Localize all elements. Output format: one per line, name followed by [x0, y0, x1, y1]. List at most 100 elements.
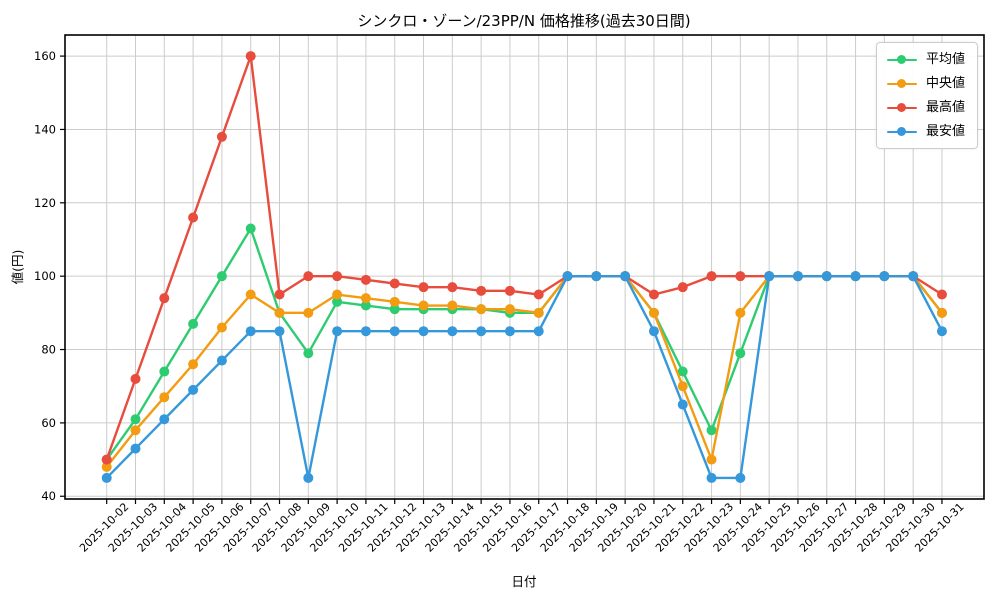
legend-label-median: 中央値 [925, 76, 965, 91]
data-point-min [101, 472, 112, 483]
data-point-min [389, 326, 400, 337]
data-point-median [677, 381, 688, 392]
data-point-average [332, 296, 343, 307]
data-point-median [418, 300, 429, 311]
data-point-min [332, 326, 343, 337]
data-point-min [188, 384, 199, 395]
data-point-max [418, 282, 429, 293]
data-point-median [504, 304, 515, 315]
y-axis-label: 値(円) [10, 250, 25, 285]
data-point-min [677, 399, 688, 410]
data-point-min [706, 472, 717, 483]
plot-border [64, 34, 985, 500]
data-point-min [562, 271, 573, 282]
data-point-max [677, 282, 688, 293]
grid-layer [65, 35, 984, 499]
data-point-min [591, 271, 602, 282]
data-point-max [303, 271, 314, 282]
data-point-average [303, 348, 314, 359]
series-line-min [105, 274, 944, 480]
data-point-min [245, 326, 256, 337]
data-point-median [389, 296, 400, 307]
data-point-max [245, 51, 256, 62]
data-point-min [418, 326, 429, 337]
data-point-max [101, 454, 112, 465]
data-point-average [159, 366, 170, 377]
data-point-min [620, 271, 631, 282]
data-point-average [735, 348, 746, 359]
data-point-min [821, 271, 832, 282]
data-point-average [706, 425, 717, 436]
data-point-min [648, 326, 659, 337]
data-point-median [274, 307, 285, 318]
data-point-median [648, 307, 659, 318]
data-point-max [360, 274, 371, 285]
data-point-min [908, 271, 919, 282]
data-point-median [476, 304, 487, 315]
data-point-min [216, 355, 227, 366]
legend-item-max: 最高値 [886, 98, 965, 117]
data-point-min [850, 271, 861, 282]
data-point-max [504, 285, 515, 296]
data-point-median [706, 454, 717, 465]
series-line-average [105, 227, 944, 461]
data-point-max [389, 278, 400, 289]
chart-title: シンクロ・ゾーン/23PP/N 価格推移(過去30日間) [357, 12, 690, 30]
data-point-min [476, 326, 487, 337]
data-point-min [764, 271, 775, 282]
legend-label-average: 平均値 [925, 52, 965, 67]
data-point-median [188, 359, 199, 370]
data-point-average [216, 271, 227, 282]
data-point-median [447, 300, 458, 311]
legend-label-max: 最高値 [925, 100, 965, 115]
legend-swatch-min-icon [886, 127, 917, 137]
data-point-median [735, 307, 746, 318]
y-tick-label: 60 [41, 416, 56, 430]
data-point-min [504, 326, 515, 337]
data-point-min [447, 326, 458, 337]
x-axis-label: 日付 [511, 574, 536, 589]
data-point-max [447, 282, 458, 293]
data-point-average [130, 414, 141, 425]
legend-swatch-max-icon [886, 103, 917, 113]
data-point-min [130, 443, 141, 454]
data-point-min [735, 472, 746, 483]
data-point-max [476, 285, 487, 296]
series-layer [101, 51, 947, 483]
data-point-median [245, 289, 256, 300]
data-point-median [332, 289, 343, 300]
data-point-max [936, 289, 947, 300]
y-tick-label: 140 [34, 122, 56, 136]
y-tick-label: 40 [41, 489, 56, 503]
y-tick-label: 120 [34, 196, 56, 210]
legend-swatch-median-icon [886, 79, 917, 89]
series-line-median [105, 274, 944, 469]
data-point-max [130, 373, 141, 384]
data-point-average [389, 304, 400, 315]
data-point-max [735, 271, 746, 282]
data-point-min [792, 271, 803, 282]
data-point-median [130, 425, 141, 436]
chart-legend: 平均値 中央値 最高値 最安値 [875, 42, 978, 149]
data-point-max [216, 131, 227, 142]
legend-label-min: 最安値 [925, 124, 965, 139]
data-point-min [360, 326, 371, 337]
y-tick-label: 100 [34, 269, 56, 283]
data-point-max [648, 289, 659, 300]
data-point-median [360, 293, 371, 304]
data-point-min [274, 326, 285, 337]
data-point-max [274, 289, 285, 300]
data-point-median [101, 461, 112, 472]
data-point-max [159, 293, 170, 304]
data-point-average [360, 300, 371, 311]
y-tick-label: 80 [41, 343, 56, 357]
data-point-min [303, 472, 314, 483]
data-point-min [533, 326, 544, 337]
data-point-median [533, 307, 544, 318]
data-point-max [706, 271, 717, 282]
legend-item-min: 最安値 [886, 122, 965, 141]
data-point-median [936, 307, 947, 318]
data-point-min [879, 271, 890, 282]
